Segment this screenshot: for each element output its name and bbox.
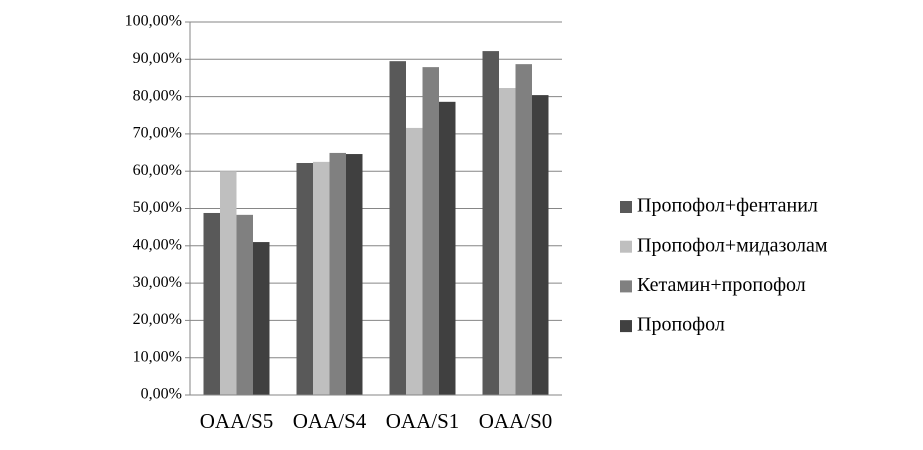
bar [499,88,516,396]
legend-swatch [620,240,632,253]
legend-label: Пропофол [637,314,725,336]
bar [253,242,270,395]
legend-swatch [620,320,632,333]
legend-swatch [620,201,632,213]
bar [482,51,499,396]
y-tick-label: 20,00% [133,311,182,328]
y-tick-label: 50,00% [133,199,182,216]
x-tick-label: OAA/S0 [479,409,553,433]
x-tick-label: OAA/S5 [200,409,274,433]
bar [236,214,253,395]
y-tick-label: 40,00% [133,236,182,253]
bar [422,67,439,396]
bar [389,61,406,395]
bar [220,171,237,395]
y-tick-label: 60,00% [133,162,182,179]
bar [203,212,220,395]
bar [515,64,532,396]
legend-label: Пропофол+мидазолам [637,234,828,256]
x-tick-label: OAA/S1 [386,409,460,433]
y-tick-label: 70,00% [133,125,182,142]
bar [296,162,313,395]
y-tick-label: 0,00% [141,386,182,403]
y-tick-label: 10,00% [133,348,182,365]
bar [439,101,456,396]
bar [346,154,363,395]
legend-label: Пропофол+фентанил [637,195,818,217]
bar [313,161,330,395]
bar [532,95,549,395]
x-tick-label: OAA/S4 [293,409,367,433]
legend-label: Кетамин+пропофол [637,274,806,296]
y-tick-label: 30,00% [133,274,182,291]
bar [406,127,423,395]
legend-swatch [620,280,632,293]
y-tick-label: 90,00% [133,50,182,67]
y-tick-label: 80,00% [133,87,182,104]
bar [329,152,346,395]
y-tick-label: 100,00% [125,13,182,30]
